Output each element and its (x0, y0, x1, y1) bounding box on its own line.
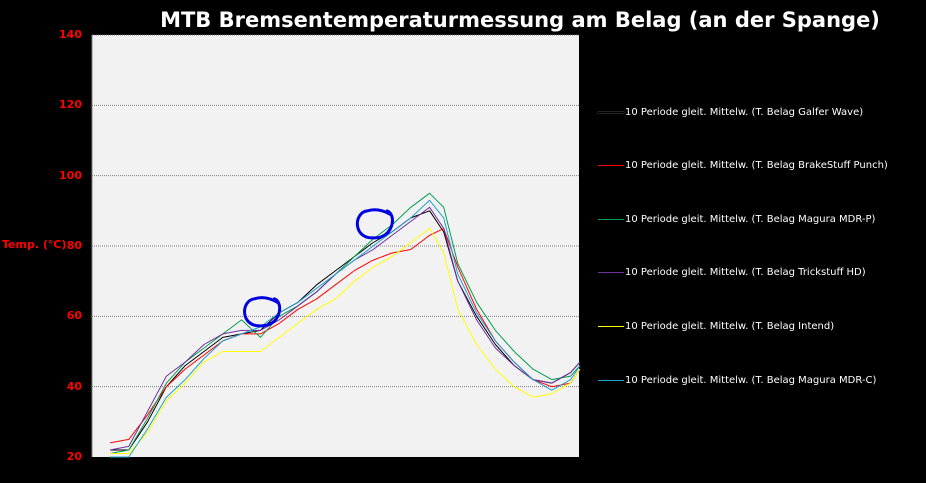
legend-label: 10 Periode gleit. Mittelw. (T. Belag Mag… (625, 374, 877, 386)
plot-area (92, 35, 579, 457)
y-tick-label: 120 (59, 98, 82, 112)
annotation-circle-0 (243, 296, 282, 328)
legend-label: 10 Periode gleit. Mittelw. (T. Belag Mag… (625, 213, 876, 225)
legend-swatch (598, 379, 624, 381)
legend-swatch (598, 218, 624, 220)
legend-label: 10 Periode gleit. Mittelw. (T. Belag Bra… (625, 159, 888, 171)
legend-label: 10 Periode gleit. Mittelw. (T. Belag Gal… (625, 106, 864, 118)
y-tick-label: 80 (66, 239, 82, 252)
series-line-4 (110, 227, 581, 454)
legend-item: 10 Periode gleit. Mittelw. (T. Belag Int… (598, 319, 834, 333)
series-line-0 (110, 210, 581, 451)
y-tick-label: 140 (59, 28, 82, 41)
y-axis-label: Temp. (°C) (2, 238, 67, 251)
legend-label: 10 Periode gleit. Mittelw. (T. Belag Tri… (625, 266, 866, 278)
legend: 10 Periode gleit. Mittelw. (T. Belag Gal… (598, 0, 926, 483)
y-tick-label: 100 (59, 168, 82, 182)
legend-item: 10 Periode gleit. Mittelw. (T. Belag Tri… (598, 265, 866, 279)
legend-item: 10 Periode gleit. Mittelw. (T. Belag Mag… (598, 373, 876, 387)
legend-swatch (598, 271, 624, 273)
series-line-1 (109, 227, 581, 444)
legend-swatch (598, 325, 624, 327)
series-line-5 (110, 199, 581, 458)
y-tick-label: 20 (66, 450, 82, 463)
legend-item: 10 Periode gleit. Mittelw. (T. Belag Mag… (598, 212, 875, 226)
legend-item: 10 Periode gleit. Mittelw. (T. Belag Gal… (598, 105, 863, 119)
y-tick-label: 40 (66, 379, 82, 393)
annotation-circle-1 (355, 208, 394, 240)
legend-item: 10 Periode gleit. Mittelw. (T. Belag Bra… (598, 158, 888, 172)
chart-title: MTB Bremsentemperaturmessung am Belag (a… (160, 8, 880, 32)
legend-swatch (598, 164, 624, 166)
legend-swatch (598, 111, 624, 113)
y-tick-label: 60 (66, 309, 82, 323)
series-line-2 (109, 192, 581, 454)
legend-label: 10 Periode gleit. Mittelw. (T. Belag Int… (625, 320, 835, 332)
series-line-3 (109, 206, 581, 451)
